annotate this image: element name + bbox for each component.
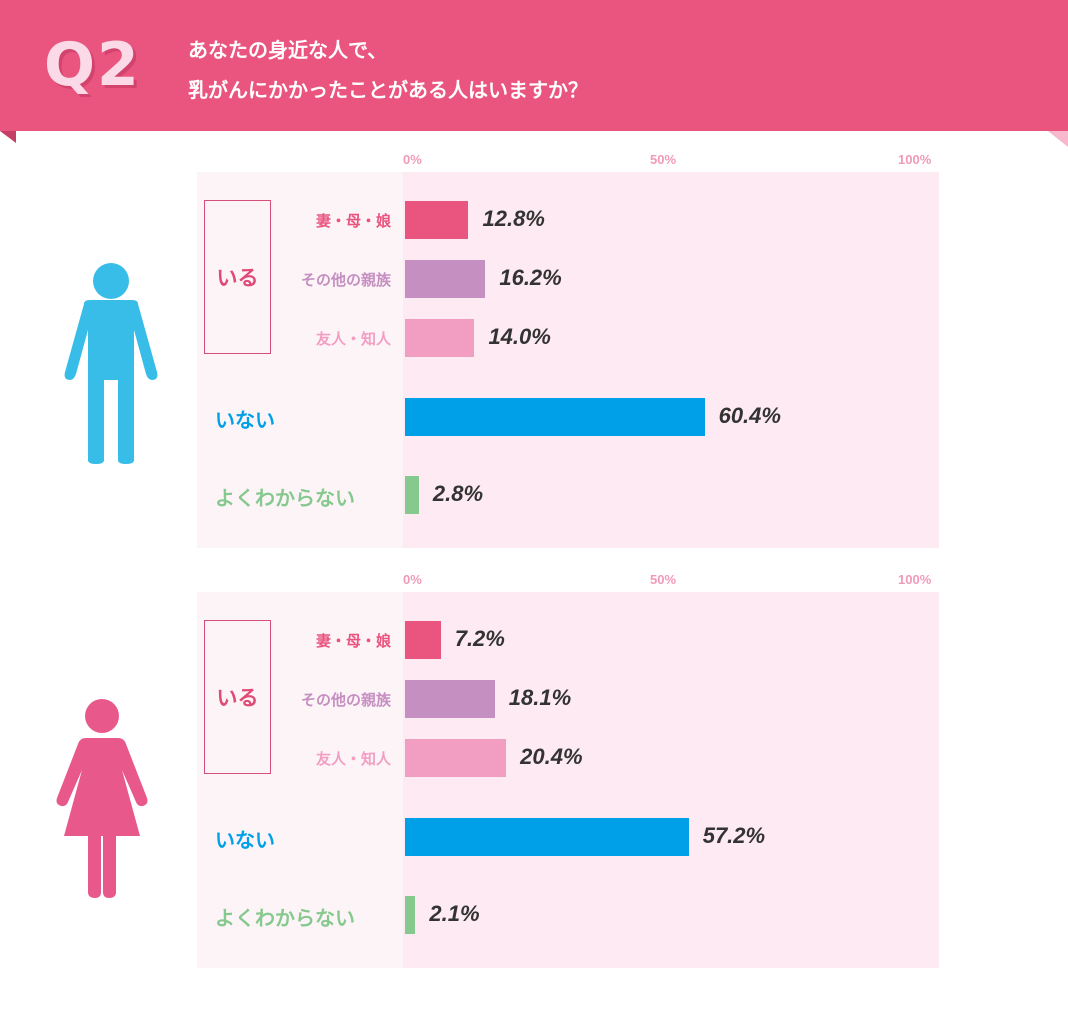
bar-none [405, 818, 689, 856]
question-number: Q2 [44, 30, 141, 100]
group-label: いる [216, 686, 259, 710]
value-label-friends: 14.0% [488, 324, 551, 349]
bar-unknown [405, 476, 419, 514]
bar-friends [405, 319, 475, 357]
question-text-line2: 乳がんにかかったことがある人はいますか？ [188, 78, 588, 102]
group-bracket [204, 620, 271, 774]
bar-other-relatives [405, 260, 486, 298]
tick-label-100: 100% [898, 152, 932, 167]
category-label-wife-mother-daughter: 妻・母・娘 [315, 632, 391, 650]
category-label-other-relatives: その他の親族 [300, 271, 391, 289]
category-label-unknown: よくわからない [215, 486, 355, 510]
value-label-unknown: 2.1% [429, 901, 480, 926]
tick-label-100: 100% [898, 572, 932, 587]
bar-none [405, 398, 705, 436]
category-label-wife-mother-daughter: 妻・母・娘 [315, 212, 391, 230]
tick-label-50: 50% [650, 152, 677, 167]
category-label-unknown: よくわからない [215, 906, 355, 930]
tick-label-0: 0% [403, 152, 422, 167]
value-label-other-relatives: 18.1% [508, 685, 572, 710]
bar-other-relatives [405, 680, 495, 718]
bar-wife-mother-daughter [405, 621, 441, 659]
value-label-none: 60.4% [718, 403, 781, 428]
female-figure-icon [56, 699, 148, 898]
category-label-other-relatives: その他の親族 [300, 691, 391, 709]
category-label-friends: 友人・知人 [315, 750, 391, 768]
banner-fold-left [0, 131, 16, 143]
value-label-friends: 20.4% [520, 744, 583, 769]
value-label-wife-mother-daughter: 12.8% [482, 206, 545, 231]
bar-unknown [405, 896, 416, 934]
bar-friends [405, 739, 507, 777]
chart-panel-male: いる 妻・母・娘 12.8% その他の親族 16.2% 友人・知人 14.0% いない 60.4… [197, 172, 939, 548]
question-banner [0, 0, 1068, 131]
question-text-line1: あなたの身近な人で、 [188, 38, 388, 62]
value-label-unknown: 2.8% [432, 481, 484, 506]
value-label-wife-mother-daughter: 7.2% [454, 626, 505, 651]
bar-area [403, 592, 939, 968]
bar-area [403, 172, 939, 548]
group-label: いる [216, 266, 259, 290]
value-label-other-relatives: 16.2% [499, 265, 562, 290]
label-area [197, 172, 403, 548]
category-label-none: いない [215, 408, 275, 432]
tick-label-0: 0% [403, 572, 422, 587]
banner-fold-right [1048, 131, 1068, 147]
category-label-friends: 友人・知人 [315, 330, 391, 348]
bar-wife-mother-daughter [405, 201, 469, 239]
label-area [197, 592, 403, 968]
male-figure-icon [64, 263, 158, 464]
chart-panel-female: いる 妻・母・娘 7.2% その他の親族 18.1% 友人・知人 20.4% いない 57.2%… [197, 592, 939, 968]
tick-label-50: 50% [650, 572, 677, 587]
value-label-none: 57.2% [702, 823, 766, 848]
category-label-none: いない [215, 828, 275, 852]
group-bracket [204, 200, 271, 354]
